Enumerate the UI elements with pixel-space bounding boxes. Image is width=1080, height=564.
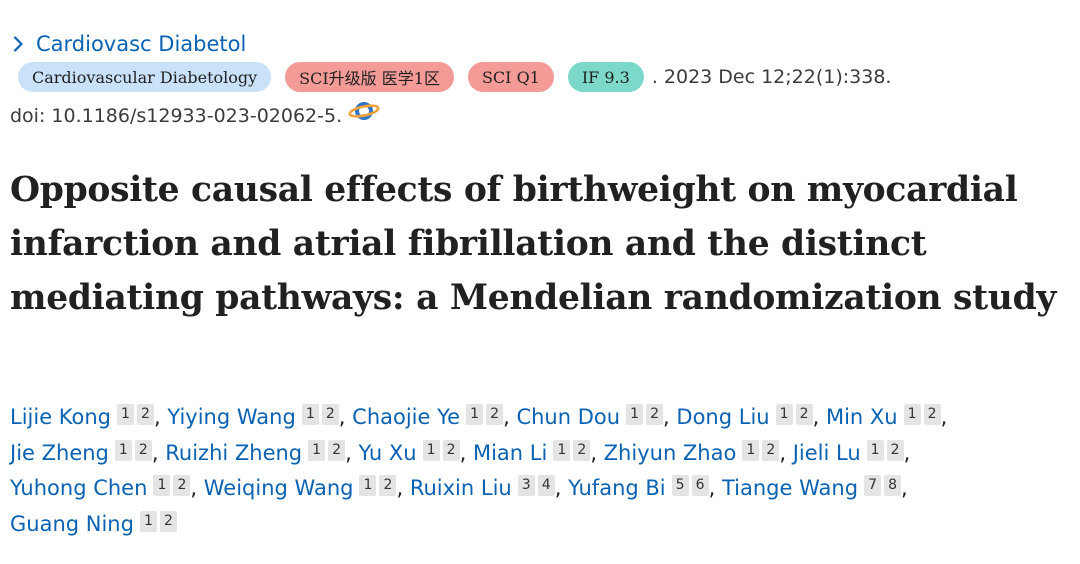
author-separator: , — [151, 440, 166, 465]
author-separator: , — [708, 476, 722, 500]
author-name-link[interactable]: Ruixin Liu — [409, 476, 512, 500]
author-list: Lijie Kong 1 2, Yiying Wang 1 2, Chaojie Ye 1… — [10, 400, 1070, 542]
journal-meta-row: Cardiovascular Diabetology SCI升级版 医学1区 S… — [18, 61, 891, 93]
author-name-link[interactable]: Tiange Wang — [721, 476, 859, 500]
affiliation-badge[interactable]: 1 — [308, 439, 326, 461]
author-line: Yuhong Chen 1 2, Weiqing Wang 1 2, Ruixin Li… — [10, 471, 1070, 507]
affiliation-badge[interactable]: 1 — [301, 404, 319, 425]
author-separator: , — [940, 405, 948, 429]
journal-link[interactable]: Cardiovasc Diabetol — [10, 30, 246, 58]
author-name-link[interactable]: Dong Liu — [676, 405, 770, 429]
author-name-link[interactable]: Yuhong Chen — [10, 476, 148, 500]
affiliation-badge[interactable]: 4 — [537, 475, 555, 496]
affiliation-badge[interactable]: 2 — [646, 404, 664, 425]
full-text-link-icon[interactable] — [348, 98, 380, 124]
author-name-link[interactable]: Chun Dou — [516, 405, 621, 429]
author-name-link[interactable]: Chaojie Ye — [352, 405, 461, 429]
author-name-link[interactable]: Min Xu — [825, 405, 898, 429]
affiliation-badge[interactable]: 1 — [903, 404, 921, 425]
sci-quartile-badge: SCI Q1 — [467, 62, 554, 92]
author-separator: , — [503, 405, 517, 429]
impact-factor-badge: IF 9.3 — [567, 62, 644, 92]
affiliation-badge[interactable]: 3 — [517, 475, 535, 496]
affiliation-badge[interactable]: 2 — [762, 439, 780, 461]
affiliation-badge[interactable]: 8 — [884, 475, 902, 496]
affiliation-badge[interactable]: 1 — [114, 439, 132, 461]
citation-date: . 2023 Dec 12;22(1):338. — [651, 66, 892, 88]
affiliation-badge[interactable]: 1 — [775, 404, 793, 425]
author-name-link[interactable]: Mian Li — [472, 440, 548, 465]
author-name-link[interactable]: Yufang Bi — [568, 476, 666, 500]
author-separator: , — [812, 405, 826, 429]
journal-full-name-badge[interactable]: Cardiovascular Diabetology — [18, 62, 272, 92]
affiliation-badge[interactable]: 2 — [442, 439, 460, 461]
chevron-right-icon — [10, 35, 28, 53]
affiliation-badge[interactable]: 5 — [671, 475, 689, 496]
affiliation-badge[interactable]: 2 — [886, 439, 904, 461]
author-name-link[interactable]: Yiying Wang — [167, 405, 296, 429]
author-line: Guang Ning 1 2 — [10, 507, 1070, 543]
article-title: Opposite causal effects of birthweight o… — [10, 170, 1057, 318]
author-separator: , — [459, 440, 473, 465]
author-name-link[interactable]: Zhiyun Zhao — [603, 440, 737, 465]
affiliation-badge[interactable]: 2 — [923, 404, 941, 425]
author-separator: , — [779, 440, 793, 465]
author-separator: , — [554, 476, 569, 500]
affiliation-badge[interactable]: 1 — [359, 475, 377, 496]
affiliation-badge[interactable]: 2 — [134, 439, 152, 461]
author-separator: , — [590, 440, 604, 465]
author-separator: , — [663, 405, 677, 429]
affiliation-badge[interactable]: 2 — [379, 475, 397, 496]
author-name-link[interactable]: Yu Xu — [358, 440, 417, 465]
author-line: Jie Zheng 1 2, Ruizhi Zheng 1 2, Yu Xu 1 2, Mi… — [10, 436, 1070, 472]
author-separator: , — [903, 440, 911, 465]
affiliation-badge[interactable]: 1 — [866, 439, 884, 461]
affiliation-badge[interactable]: 2 — [159, 510, 177, 532]
author-separator: , — [190, 476, 204, 500]
affiliation-badge[interactable]: 1 — [139, 510, 157, 532]
affiliation-badge[interactable]: 2 — [486, 404, 504, 425]
affiliation-badge[interactable]: 2 — [328, 439, 346, 461]
affiliation-badge[interactable]: 2 — [137, 404, 155, 425]
author-line: Lijie Kong 1 2, Yiying Wang 1 2, Chaojie Ye 1… — [10, 400, 1070, 436]
affiliation-badge[interactable]: 6 — [691, 475, 709, 496]
affiliation-badge[interactable]: 1 — [742, 439, 760, 461]
journal-link-label: Cardiovasc Diabetol — [36, 32, 247, 56]
author-name-link[interactable]: Jie Zheng — [10, 440, 109, 465]
affiliation-badge[interactable]: 2 — [321, 404, 339, 425]
affiliation-badge[interactable]: 1 — [553, 439, 571, 461]
author-name-link[interactable]: Lijie Kong — [10, 405, 112, 429]
affiliation-badge[interactable]: 2 — [173, 475, 191, 496]
affiliation-badge[interactable]: 7 — [864, 475, 882, 496]
author-name-link[interactable]: Ruizhi Zheng — [165, 440, 303, 465]
author-name-link[interactable]: Jieli Lu — [792, 440, 861, 465]
author-separator: , — [338, 405, 353, 429]
author-separator: , — [396, 476, 410, 500]
affiliation-badge[interactable]: 1 — [466, 404, 484, 425]
affiliation-badge[interactable]: 2 — [573, 439, 591, 461]
doi-row: doi: 10.1186/s12933-023-02062-5. — [10, 100, 380, 132]
affiliation-badge[interactable]: 1 — [153, 475, 171, 496]
author-separator: , — [154, 405, 168, 429]
author-separator: , — [901, 476, 908, 500]
author-name-link[interactable]: Weiqing Wang — [203, 476, 354, 500]
author-separator: , — [345, 440, 359, 465]
affiliation-badge[interactable]: 1 — [626, 404, 644, 425]
affiliation-badge[interactable]: 1 — [422, 439, 440, 461]
sci-upgrade-badge: SCI升级版 医学1区 — [285, 62, 454, 92]
author-name-link[interactable]: Guang Ning — [10, 511, 134, 536]
affiliation-badge[interactable]: 1 — [117, 404, 135, 425]
affiliation-badge[interactable]: 2 — [795, 404, 813, 425]
doi-text: doi: 10.1186/s12933-023-02062-5. — [10, 105, 343, 127]
